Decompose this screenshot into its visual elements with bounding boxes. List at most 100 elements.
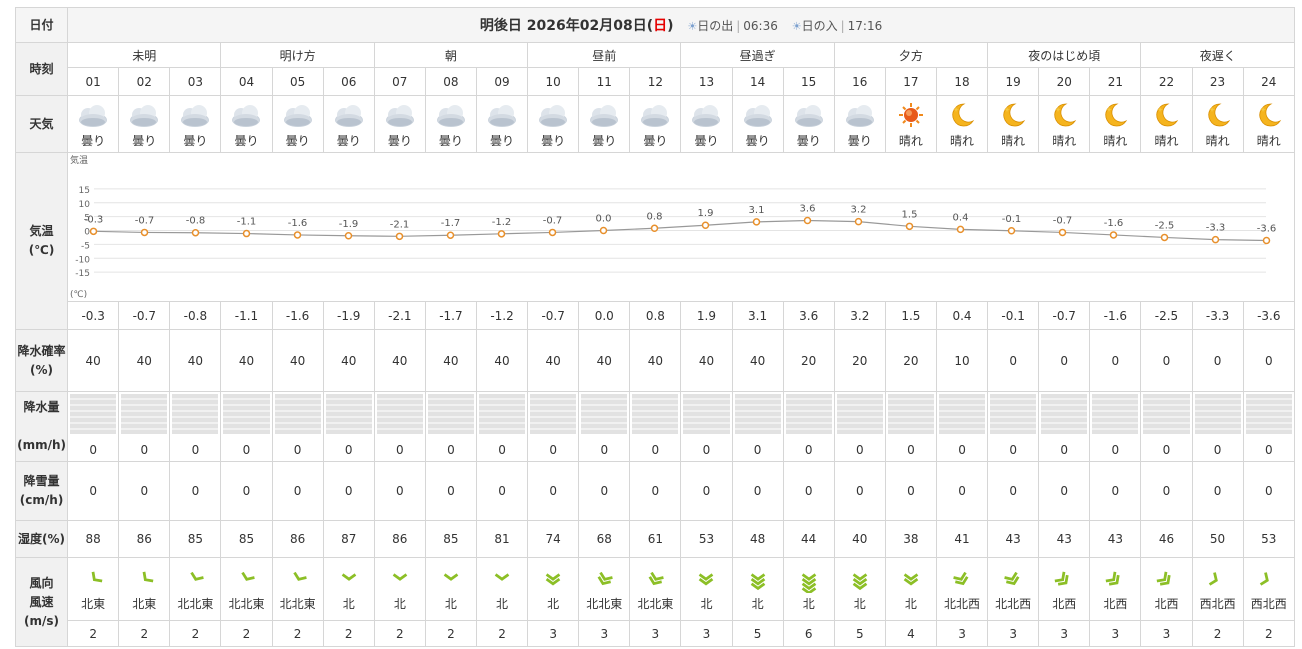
wind-direction-label: 北: [853, 596, 866, 611]
hour-label: 04: [220, 67, 273, 96]
weather-cell: 晴れ: [935, 95, 989, 153]
humidity-value: 41: [935, 520, 989, 558]
precip-prob-value: 0: [1038, 329, 1091, 392]
temperature-data-label: -3.3: [1206, 223, 1226, 234]
hour-label: 02: [118, 67, 171, 96]
precip-amount-value: 0: [1060, 443, 1069, 457]
temperature-data-label: -0.7: [1053, 215, 1073, 226]
humidity-value: 46: [1140, 520, 1193, 558]
period-label: 明け方: [220, 42, 375, 68]
wind-direction-label: 北北西: [944, 596, 981, 611]
precip-amount-value: 0: [344, 443, 353, 457]
precip-amount-value: 0: [89, 443, 97, 457]
period-label: 朝: [373, 42, 529, 68]
wind-cell: 北: [424, 557, 477, 621]
wind-direction-label: 北: [496, 596, 509, 611]
temperature-line: [93, 219, 1267, 242]
wind-speed-value: 3: [578, 620, 631, 647]
temperature-value: 3.1: [731, 301, 784, 330]
precip-prob-value: 10: [935, 329, 989, 392]
weekday: 日: [653, 18, 668, 34]
humidity-value: 43: [1038, 520, 1091, 558]
wind-direction-label: 西北西: [1199, 596, 1236, 611]
humidity-value: 50: [1191, 520, 1244, 558]
period-label: 昼過ぎ: [680, 42, 835, 68]
precip-amount-cell: 0: [1140, 391, 1193, 462]
precip-amount-cell: 0: [271, 391, 324, 462]
temperature-point: [293, 231, 302, 239]
hour-label: 06: [322, 67, 375, 96]
wind-arrow-icon: [988, 569, 1038, 593]
temperature-value: 0.0: [578, 301, 631, 330]
temperature-point: [905, 222, 914, 231]
wind-direction-row: 風向 風速 (m/s) 北東 北東 北北東 北北東 北北東北北北北北北北東 北北東北北北北北北…: [14, 557, 1296, 647]
wind-arrow-icon: [68, 569, 118, 593]
wind-speed-value: 2: [271, 620, 324, 647]
wind-direction-label: 北北東: [279, 596, 316, 611]
temperature-value-row: -0.3 -0.7 -0.8 -1.1 -1.6 -1.9 -2.1 -1.7 -1.2 -0.7…: [16, 301, 1296, 330]
wind-speed-value: 2: [475, 620, 529, 647]
precip-bar: [581, 394, 628, 434]
period-label: 昼前: [527, 42, 682, 68]
precip-amount-value: 0: [1213, 443, 1222, 457]
precip-amount-cell: 0: [629, 391, 682, 462]
humidity-value: 85: [220, 520, 273, 558]
wind-direction-label: 北西: [1052, 596, 1077, 611]
cloud-icon: [170, 101, 220, 129]
wind-cell: 北: [527, 557, 580, 621]
wind-arrow-icon: [937, 569, 987, 593]
hourly-forecast-table: 日付 明後日 2026年02月08日(日) ☀日の出 | 06:36 ☀日の入 | 17…: [14, 7, 1296, 647]
sunset-icon: ☀: [791, 20, 802, 33]
weather-label: 曇り: [796, 134, 821, 148]
weather-cell: 曇り: [373, 95, 426, 153]
humidity-value: 85: [169, 520, 222, 558]
humidity-value: 86: [373, 520, 426, 558]
precip-amount-cell: 0: [322, 391, 375, 462]
humidity-value: 43: [987, 520, 1040, 558]
weather-cell: 曇り: [475, 95, 529, 153]
precip-prob-value: 40: [322, 329, 375, 392]
cloud-icon: [630, 101, 680, 129]
period-label: 未明: [67, 42, 222, 68]
temperature-data-label: -0.8: [186, 216, 206, 227]
humidity-value: 40: [833, 520, 886, 558]
precip-prob-value: 40: [67, 329, 120, 392]
temperature-value: -1.9: [322, 301, 375, 330]
humidity-value: 86: [118, 520, 171, 558]
weather-cell: 曇り: [67, 95, 120, 153]
precip-bar: [478, 394, 526, 434]
wind-direction-label: 北: [342, 596, 355, 611]
temperature-point: [242, 229, 251, 238]
temperature-value: -0.8: [169, 301, 222, 330]
precip-bar: [1245, 394, 1292, 434]
wind-cell: 北: [731, 557, 784, 621]
wind-arrow-icon: [170, 569, 220, 593]
temperature-data-label: -1.6: [288, 218, 308, 229]
precip-bar: [427, 394, 474, 434]
weather-label: 晴れ: [1052, 134, 1077, 148]
precip-prob-value: 40: [475, 329, 529, 392]
cloud-icon: [528, 101, 578, 129]
precip-prob-value: 40: [271, 329, 324, 392]
precip-prob-value: 40: [373, 329, 426, 392]
temperature-point: [1211, 235, 1220, 244]
precip-prob-value: 40: [424, 329, 477, 392]
temperature-data-label: 0.0: [596, 214, 612, 225]
hour-label: 22: [1140, 67, 1193, 96]
wind-speed-value: 2: [169, 620, 222, 647]
snow-amount-value: 0: [782, 461, 835, 521]
snow-amount-value: 0: [220, 461, 273, 521]
precip-prob-value: 40: [680, 329, 733, 392]
wind-direction-label: 北: [802, 596, 815, 611]
temperature-value: 0.8: [629, 301, 682, 330]
weather-label: 晴れ: [1256, 134, 1281, 148]
humidity-value: 44: [782, 520, 835, 558]
wind-cell: 北: [475, 557, 529, 621]
snow-amount-value: 0: [629, 461, 682, 521]
weather-label: 曇り: [285, 134, 310, 148]
precip-amount-value: 0: [498, 443, 506, 457]
y-tick-label: -15: [75, 269, 90, 279]
humidity-value: 61: [629, 520, 682, 558]
cloud-icon: [221, 101, 271, 129]
weather-label: 曇り: [847, 134, 872, 148]
